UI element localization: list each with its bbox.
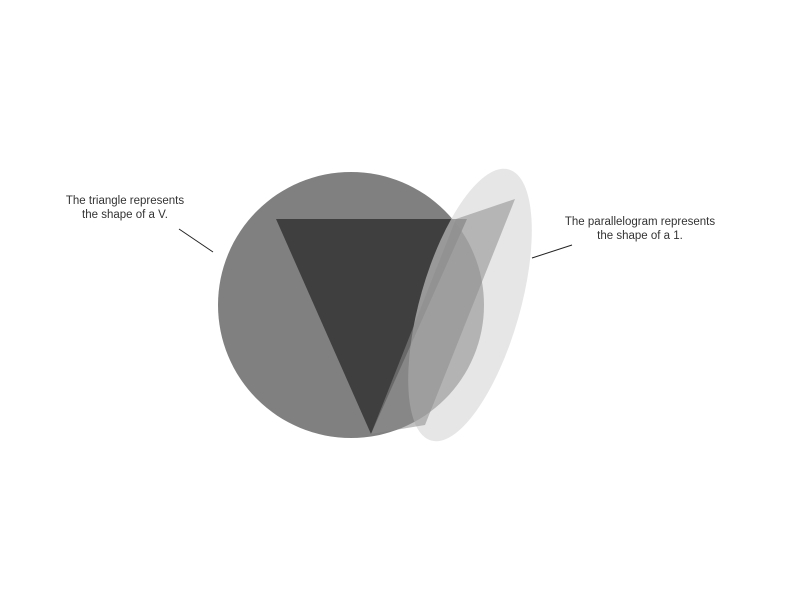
triangle-shape xyxy=(276,219,467,434)
triangle-caption-line2: the shape of a V. xyxy=(82,209,168,221)
triangle-caption-line1: The triangle represents xyxy=(65,195,185,207)
triangle-caption: The triangle represents the shape of a V… xyxy=(50,194,200,222)
triangle-leader-line xyxy=(178,228,214,253)
parallelogram-caption-line1: The parallelogram represents xyxy=(564,216,716,228)
parallelogram-caption-line2: the shape of a 1. xyxy=(597,230,683,242)
parallelogram-shape xyxy=(371,199,515,434)
parallelogram-caption: The parallelogram represents the shape o… xyxy=(545,215,735,243)
parallelogram-leader-line xyxy=(531,244,573,259)
